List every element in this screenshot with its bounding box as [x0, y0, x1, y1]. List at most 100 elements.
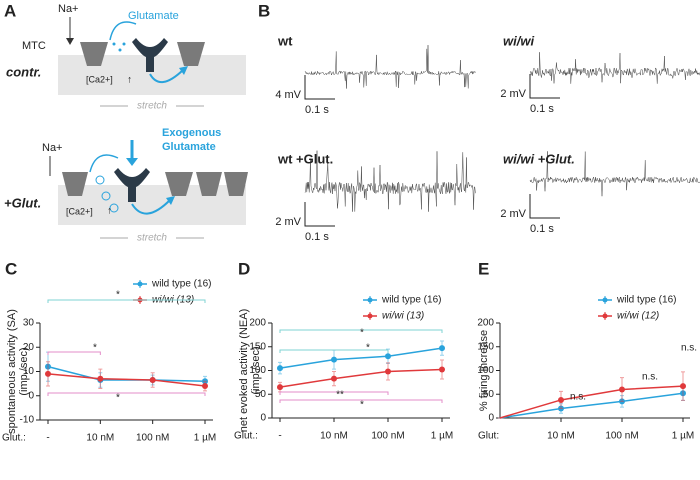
annotation: *: [360, 400, 364, 411]
y-tick-label: 50: [483, 389, 495, 400]
scale-label: 0.1 s: [305, 231, 329, 243]
point: [680, 383, 686, 390]
y-tick-label: 30: [23, 318, 35, 329]
receptor: [132, 38, 168, 72]
y-tick-label: 20: [23, 342, 35, 353]
scale-bar: [304, 75, 335, 100]
arrow: [131, 199, 171, 215]
arrow-symbol: ↑: [107, 206, 112, 217]
trace: [529, 151, 700, 197]
trace-title: wi/wi +Glut.: [503, 151, 575, 166]
point: [149, 376, 156, 383]
annotation: n.s.: [642, 372, 658, 383]
x-tick-label: 100 nM: [371, 431, 404, 442]
annotation: n.s.: [681, 343, 697, 354]
point: [558, 396, 564, 403]
x-axis-label: Glut.:: [234, 431, 258, 442]
label: stretch: [137, 233, 167, 244]
vesicle: [101, 191, 111, 201]
label: Na+: [58, 3, 79, 15]
annotation: *: [366, 343, 370, 354]
channel: [224, 172, 248, 196]
x-tick-label: 10 nM: [547, 431, 575, 442]
y-axis-label: (imp./sec): [18, 347, 30, 395]
condition: contr.: [6, 64, 41, 79]
legend-dot: [602, 313, 608, 319]
point: [277, 384, 283, 391]
x-axis-label: Glut:: [478, 431, 499, 442]
x-tick-label: 1 µM: [431, 431, 453, 442]
panel-label: A: [4, 1, 16, 20]
annotation: n.s.: [570, 392, 586, 403]
x-axis-label: Glut.:: [2, 433, 26, 444]
label: Exogenous: [162, 127, 221, 139]
point: [202, 383, 208, 390]
vesicle: [112, 42, 116, 46]
vesicle: [95, 175, 105, 185]
scale-bar: [529, 194, 560, 219]
trace-title: wt +Glut.: [277, 151, 333, 166]
label: Glutamate: [162, 141, 216, 153]
y-tick-label: 100: [249, 365, 266, 376]
series-line: [279, 347, 443, 369]
vesicle: [118, 48, 122, 52]
vesicle: [122, 42, 126, 46]
y-tick-label: 0: [260, 413, 266, 424]
y-tick-label: 0: [488, 413, 494, 424]
scale-bar: [304, 202, 335, 227]
scale-label: 0.1 s: [530, 103, 554, 115]
trace-title: wi/wi: [503, 33, 534, 48]
trace: [304, 45, 476, 89]
y-axis-label: spontaneous activity (SA): [6, 309, 18, 434]
channel: [80, 42, 108, 66]
vesicle: [109, 203, 119, 213]
receptor: [114, 168, 150, 202]
y-tick-label: 10: [23, 366, 35, 377]
panel-label: B: [258, 1, 270, 20]
arrow-symbol: ↑: [127, 75, 132, 86]
y-tick-label: 100: [477, 365, 494, 376]
series-line: [499, 392, 684, 419]
label: [Ca2+]: [86, 74, 113, 84]
channel: [196, 172, 222, 196]
point: [331, 375, 337, 382]
legend-label: wild type (16): [381, 295, 441, 306]
panel-label: C: [5, 259, 17, 278]
legend-label: wi/wi (12): [617, 311, 659, 322]
point: [385, 353, 391, 360]
x-tick-label: 10 nM: [320, 431, 348, 442]
y-tick-label: 150: [249, 341, 266, 352]
panel-label: D: [238, 259, 250, 278]
x-tick-label: 1 µM: [672, 431, 694, 442]
scale-bar: [529, 74, 560, 99]
x-tick-label: 10 nM: [86, 433, 114, 444]
legend-dot: [367, 313, 373, 319]
y-tick-label: 0: [28, 390, 34, 401]
label: MTC: [22, 40, 46, 52]
arrow: [109, 21, 137, 41]
legend-label: wild type (16): [616, 295, 676, 306]
legend-dot: [602, 297, 608, 303]
trace: [529, 52, 700, 84]
significance-bracket: [47, 392, 206, 396]
annotation: *: [116, 393, 120, 404]
annotation: *: [360, 328, 364, 339]
channel: [177, 42, 205, 66]
annotation: *: [93, 343, 97, 354]
point: [331, 356, 337, 363]
y-axis-label: % firing increase: [478, 330, 490, 411]
point: [619, 386, 625, 393]
point: [385, 368, 391, 375]
point: [439, 345, 445, 352]
label: [Ca2+]: [66, 206, 93, 216]
panel-b: B wt 4 mV 0.1 s wi/wi 2 mV 0.1 s wt +Glut. 2 mV…: [258, 1, 700, 243]
annotation: **: [336, 390, 344, 401]
x-tick-label: -: [278, 431, 281, 442]
scale-label: 2 mV: [500, 208, 526, 220]
legend-label: wi/wi (13): [382, 311, 424, 322]
y-tick-label: 150: [477, 341, 494, 352]
y-tick-label: 200: [249, 318, 266, 329]
arrow: [149, 69, 184, 83]
label: Glutamate: [128, 10, 179, 22]
